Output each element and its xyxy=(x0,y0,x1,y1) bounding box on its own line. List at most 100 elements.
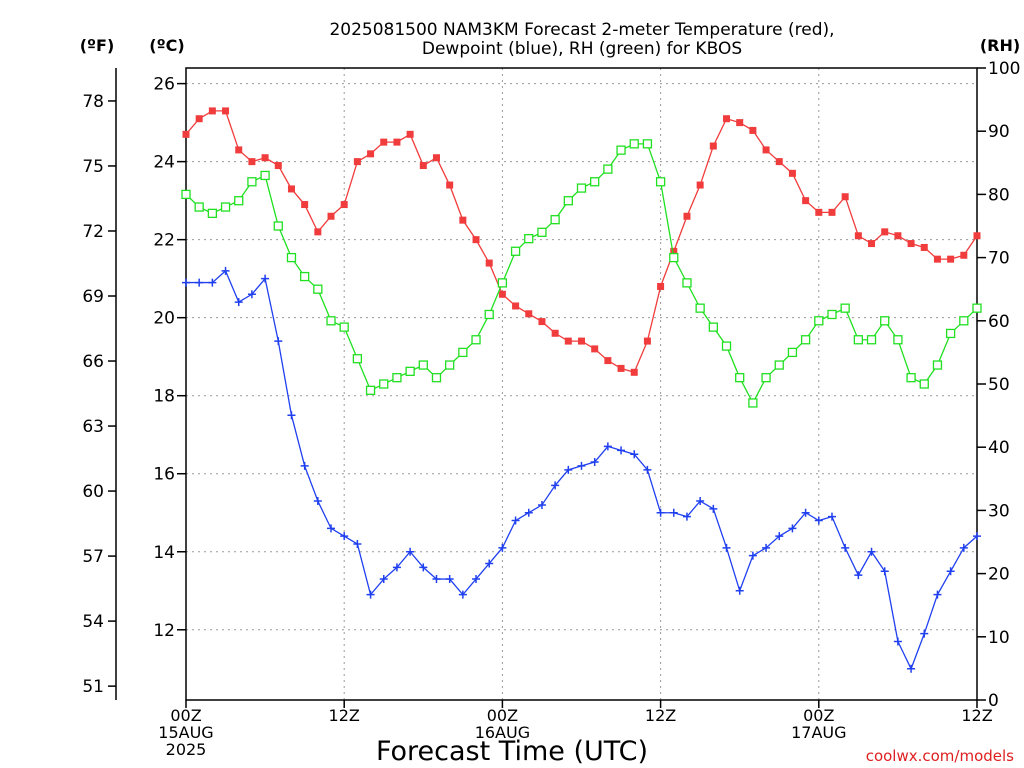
rh-point xyxy=(866,335,877,345)
rh-point xyxy=(365,385,376,395)
tick-label-x: 15AUG xyxy=(158,723,213,742)
unit-label-fahrenheit: (ºF) xyxy=(80,36,115,55)
rh-point xyxy=(800,335,811,345)
rh-point xyxy=(735,373,745,383)
dewpoint-point xyxy=(959,543,968,552)
dewpoint-point xyxy=(498,543,507,552)
temperature-point xyxy=(287,185,295,193)
dewpoint-point xyxy=(300,461,309,470)
tick-label-rh: 30 xyxy=(988,501,1010,521)
rh-point xyxy=(932,360,943,370)
rh-point xyxy=(708,322,718,332)
tick-label-rh: 10 xyxy=(988,628,1010,648)
dewpoint-point xyxy=(340,532,349,541)
tick-label-x: 00Z xyxy=(170,706,201,725)
temperature-point xyxy=(736,119,744,127)
temperature-point xyxy=(670,247,678,255)
rh-point xyxy=(418,360,428,370)
tick-label-x: 00Z xyxy=(487,706,518,725)
temperature-point xyxy=(749,126,757,134)
dewpoint-point xyxy=(630,450,639,459)
temperature-point xyxy=(538,318,546,326)
dewpoint-point xyxy=(827,512,836,521)
temperature-point xyxy=(841,193,849,201)
temperature-point xyxy=(723,115,731,123)
temperature-point xyxy=(551,329,559,337)
temperature-point xyxy=(512,302,520,310)
rh-point xyxy=(181,189,191,200)
temperature-point xyxy=(947,255,955,263)
temperature-point xyxy=(868,240,876,248)
temperature-point xyxy=(683,212,691,220)
dewpoint-point xyxy=(577,461,586,470)
rh-point xyxy=(471,335,481,345)
dewpoint-point xyxy=(709,504,718,513)
dewpoint-point xyxy=(366,590,375,599)
temperature-point xyxy=(393,138,401,146)
dewpoint-point xyxy=(432,575,441,584)
tick-label-x: 12Z xyxy=(645,706,676,725)
rh-point xyxy=(352,354,363,364)
dewpoint-point xyxy=(511,516,520,525)
rh-point xyxy=(207,208,218,219)
temperature-point xyxy=(353,158,361,166)
rh-point xyxy=(247,177,257,187)
dewpoint-point xyxy=(313,497,322,506)
temperature-point xyxy=(472,236,480,244)
dewpoint-point xyxy=(682,512,691,521)
rh-point xyxy=(537,227,547,237)
dewpoint-point xyxy=(182,278,190,287)
temperature-point xyxy=(973,232,981,240)
temperature-point xyxy=(327,212,335,220)
temperature-point xyxy=(815,208,823,216)
rh-point xyxy=(721,341,732,351)
tick-label-rh: 100 xyxy=(988,59,1020,79)
rh-point xyxy=(273,221,283,231)
rh-point xyxy=(748,398,758,408)
dewpoint-point xyxy=(458,590,467,599)
x-axis-title: Forecast Time (UTC) xyxy=(376,736,648,767)
chart-title-line2: Dewpoint (blue), RH (green) for KBOS xyxy=(422,39,742,59)
temperature-point xyxy=(380,138,388,146)
dewpoint-point xyxy=(551,481,560,490)
temperature-point xyxy=(630,368,638,376)
temperature-point xyxy=(446,181,454,189)
rh-point xyxy=(616,145,626,155)
chart-title-line1: 2025081500 NAM3KM Forecast 2-meter Tempe… xyxy=(329,20,834,40)
temperature-point xyxy=(248,158,256,166)
temperature-point xyxy=(802,197,810,205)
tick-label-celsius: 26 xyxy=(153,75,175,95)
tick-label-rh: 70 xyxy=(988,249,1010,269)
dewpoint-point xyxy=(933,590,942,599)
tick-label-x: 17AUG xyxy=(791,723,846,742)
tick-label-x: 00Z xyxy=(803,706,834,725)
dewpoint-point xyxy=(603,442,612,451)
tick-label-x: 12Z xyxy=(961,706,992,725)
rh-point xyxy=(339,322,349,332)
tick-label-rh: 80 xyxy=(988,185,1010,205)
temperature-point xyxy=(643,337,651,345)
tick-label-celsius: 18 xyxy=(153,387,175,407)
rh-point xyxy=(972,303,982,313)
dewpoint-point xyxy=(907,664,916,673)
temperature-point xyxy=(301,201,309,209)
tick-label-rh: 0 xyxy=(988,691,999,711)
rh-point xyxy=(603,164,613,174)
tick-label-fahrenheit: 78 xyxy=(82,92,104,112)
temperature-line xyxy=(185,110,978,374)
dewpoint-point xyxy=(946,567,955,576)
rh-point xyxy=(194,202,204,212)
dewpoint-point xyxy=(287,411,296,420)
unit-label-rh: (RH) xyxy=(980,36,1020,55)
series-layer xyxy=(181,107,982,673)
temperature-point xyxy=(208,107,216,115)
tick-label-fahrenheit: 57 xyxy=(82,547,104,567)
plot-frame xyxy=(185,67,978,701)
credit-text: coolwx.com/models xyxy=(866,747,1014,765)
rh-point xyxy=(379,379,389,389)
temperature-point xyxy=(222,107,230,115)
dewpoint-point xyxy=(893,637,902,646)
temperature-point xyxy=(591,345,599,353)
rh-point xyxy=(959,316,969,326)
rh-point xyxy=(669,252,679,263)
